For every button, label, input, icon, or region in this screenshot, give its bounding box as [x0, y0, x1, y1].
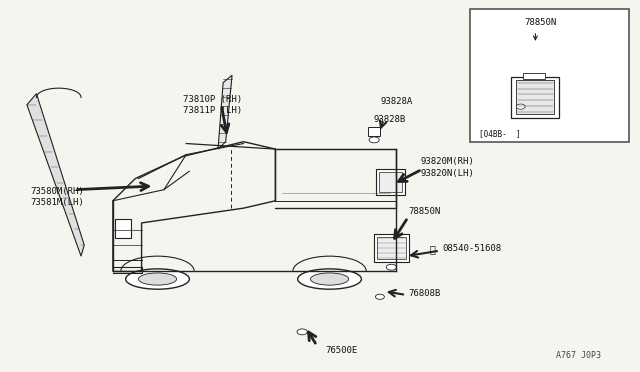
Text: Ⓢ: Ⓢ [429, 244, 435, 254]
Circle shape [376, 294, 385, 299]
Bar [369, 127, 380, 136]
Polygon shape [218, 75, 232, 149]
Bar [523, 73, 545, 79]
Bar [376, 169, 404, 195]
Text: 76500E: 76500E [325, 346, 357, 355]
Polygon shape [27, 94, 84, 256]
Ellipse shape [125, 269, 189, 289]
Circle shape [369, 137, 380, 143]
Bar [516, 80, 554, 114]
Circle shape [297, 329, 307, 335]
Bar [470, 9, 629, 142]
Text: 93828A: 93828A [381, 97, 413, 106]
Bar [374, 234, 409, 262]
Bar [378, 237, 406, 260]
Ellipse shape [310, 273, 349, 285]
Text: 76808B: 76808B [408, 289, 440, 298]
Text: 78850N: 78850N [524, 18, 556, 28]
Text: 93828B: 93828B [374, 115, 406, 124]
Text: 73810P (RH)
73811P (LH): 73810P (RH) 73811P (LH) [183, 95, 242, 115]
Ellipse shape [138, 273, 177, 285]
Ellipse shape [298, 269, 362, 289]
Circle shape [387, 264, 396, 270]
Circle shape [516, 104, 525, 109]
Text: 78850N: 78850N [408, 207, 440, 217]
Bar [380, 172, 401, 192]
Text: 73580M(RH)
73581M(LH): 73580M(RH) 73581M(LH) [30, 187, 84, 207]
Bar [511, 77, 559, 118]
Text: 93820M(RH)
93820N(LH): 93820M(RH) 93820N(LH) [420, 157, 474, 177]
Bar [115, 219, 131, 238]
Text: [04BB-  ]: [04BB- ] [479, 129, 521, 138]
Text: A767 J0P3: A767 J0P3 [556, 350, 601, 359]
Text: 08540-51608: 08540-51608 [442, 244, 502, 253]
